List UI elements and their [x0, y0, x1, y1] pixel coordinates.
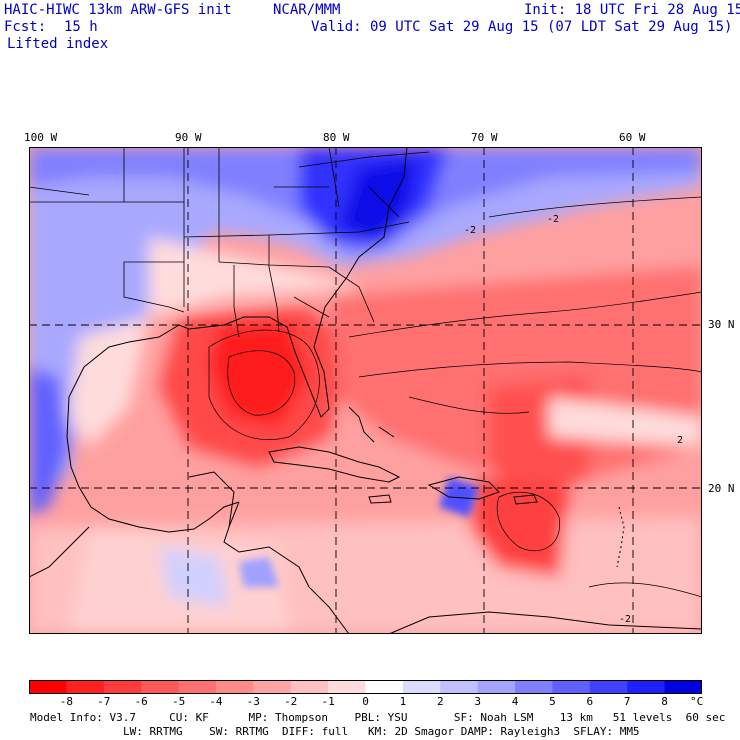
forecast-hour: 15 h [64, 19, 98, 35]
colorbar-cell [141, 680, 180, 694]
colorbar-tick-label: 6 [586, 695, 594, 708]
colorbar-tick-label: 8 [661, 695, 668, 708]
colorbar-cell [328, 680, 366, 694]
contours [208, 196, 702, 598]
model-title: HAIC-HIWC 13km ARW-GFS init [4, 2, 232, 18]
colorbar-cell [552, 680, 591, 694]
valid-time: Valid: 09 UTC Sat 29 Aug 15 (07 LDT Sat … [311, 19, 733, 35]
model-info-line2: LW: RRTMG SW: RRTMG DIFF: full KM: 2D Sm… [123, 725, 640, 738]
colorbar-tick-label: 0 [362, 695, 369, 708]
colorbar-tick-label: 3 [474, 695, 481, 708]
colorbar-tick-label: 2 [436, 695, 444, 708]
lat-label-20n: 20 N [708, 482, 735, 495]
init-time: Init: 18 UTC Fri 28 Aug 15 [524, 2, 740, 18]
lon-label-60w: 60 W [619, 131, 646, 144]
colorbar-tick-label: -6 [134, 695, 148, 708]
colorbar-tick-label: -2 [284, 695, 298, 708]
center-name: NCAR/MMM [273, 2, 341, 18]
colorbar-cell [253, 680, 292, 694]
contour-label: -2 [464, 225, 476, 236]
colorbar-cell [103, 680, 142, 694]
lon-label-90w: 90 W [175, 131, 202, 144]
colorbar-tick-label: 5 [549, 695, 556, 708]
colorbar-cell [29, 680, 67, 694]
colorbar-cell [290, 680, 329, 694]
lat-lon-grid [29, 147, 702, 634]
colorbar-tick-label: -8 [59, 695, 74, 708]
forecast-label: Fcst: [4, 19, 47, 35]
colorbar-tick-label: 7 [623, 695, 631, 708]
colorbar-unit: °C [690, 695, 704, 708]
colorbar-cell [402, 680, 441, 694]
colorbar-tick-label: 1 [399, 695, 407, 708]
map-frame [29, 147, 702, 634]
colorbar-cell [627, 680, 666, 694]
lon-label-80w: 80 W [323, 131, 350, 144]
colorbar-cell [477, 680, 516, 694]
colorbar-cell [365, 680, 404, 694]
colorbar-cell [515, 680, 553, 694]
colorbar-tick-label: -4 [209, 695, 223, 708]
colorbar-tick-label: -3 [246, 695, 260, 708]
colorbar-cell [215, 680, 254, 694]
colorbar-cell [440, 680, 479, 694]
colorbar-tick-label: -5 [171, 695, 186, 708]
lon-label-70w: 70 W [471, 131, 498, 144]
colorbar-tick-label: -7 [97, 695, 111, 708]
lat-label-30n: 30 N [708, 318, 735, 331]
colorbar-cell [589, 680, 628, 694]
contour-label: -2 [547, 214, 559, 225]
colorbar-cell [664, 680, 702, 694]
coastline [29, 147, 702, 634]
model-info-line1: Model Info: V3.7 CU: KF MP: Thompson PBL… [30, 711, 726, 724]
lon-label-100w: 100 W [24, 131, 58, 144]
field-name: Lifted index [7, 36, 109, 52]
colorbar-cell [178, 680, 217, 694]
colorbar-tick-label: 4 [511, 695, 519, 708]
colorbar [29, 680, 702, 694]
contour-label: -2 [619, 614, 631, 625]
lifted-index-map: -2 -2 -2 2 [29, 147, 702, 634]
colorbar-cell [66, 680, 105, 694]
contour-label: 2 [677, 435, 683, 446]
colorbar-tick-label: -1 [321, 695, 335, 708]
